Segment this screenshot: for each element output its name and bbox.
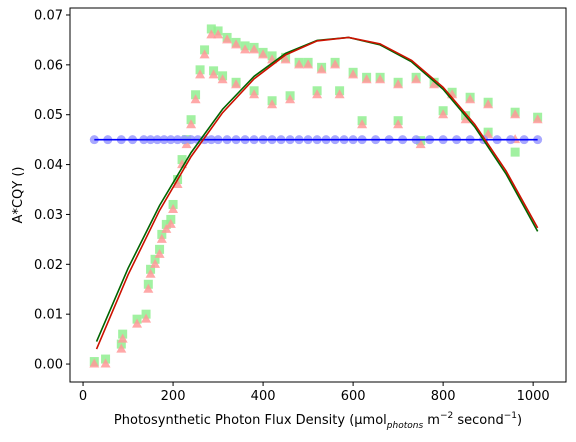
- triangle-point: [312, 89, 323, 99]
- y-tick-label: 0.01: [34, 308, 63, 323]
- y-tick-label: 0.02: [34, 258, 63, 273]
- triangle-point: [161, 223, 172, 233]
- triangle-point: [330, 59, 341, 69]
- triangle-point: [231, 79, 242, 89]
- triangle-point: [231, 39, 242, 49]
- triangle-point: [303, 59, 314, 69]
- x-label-part: Photosynthetic Photon Flux Density (μmol: [114, 413, 387, 428]
- triangle-point: [465, 94, 476, 104]
- triangle-point: [532, 114, 543, 124]
- triangle-point: [89, 358, 100, 368]
- fit-line: [95, 36, 539, 350]
- y-tick-label: 0.04: [34, 158, 63, 173]
- triangle-point: [415, 139, 426, 149]
- triangle-point: [249, 89, 260, 99]
- x-label-part: m: [423, 413, 440, 428]
- plot-area: [89, 24, 543, 368]
- triangle-point: [213, 29, 224, 39]
- y-tick-label: 0.07: [34, 8, 63, 23]
- triangle-point: [393, 79, 404, 89]
- triangle-point: [195, 69, 206, 79]
- triangle-point: [100, 358, 111, 368]
- triangle-point: [117, 333, 128, 343]
- triangle-point: [429, 79, 440, 89]
- triangle-point: [132, 318, 143, 328]
- square-point: [510, 147, 520, 157]
- axes-frame: [69, 7, 567, 383]
- triangle-point: [143, 283, 154, 293]
- triangle-point: [222, 34, 233, 44]
- triangle-point: [168, 203, 179, 213]
- triangle-point: [172, 179, 183, 189]
- triangle-point: [145, 268, 156, 278]
- x-label-part: second: [453, 413, 504, 428]
- triangle-point: [240, 44, 251, 54]
- triangle-point: [316, 64, 327, 74]
- x-tick-label: 1000: [517, 389, 550, 404]
- y-tick-label: 0.06: [34, 58, 63, 73]
- triangle-point: [154, 248, 165, 258]
- triangle-point: [208, 69, 219, 79]
- x-label-part: ): [517, 413, 522, 428]
- triangle-point: [177, 159, 188, 169]
- y-tick-label: 0.03: [34, 208, 63, 223]
- triangle-point: [186, 119, 197, 129]
- triangle-point: [116, 343, 127, 353]
- series: [89, 29, 543, 368]
- triangle-point: [393, 119, 404, 129]
- triangle-point: [438, 109, 449, 119]
- x-axis-label: Photosynthetic Photon Flux Density (μmol…: [114, 411, 522, 431]
- x-label-sup: −2: [440, 411, 453, 421]
- x-tick-label: 0: [79, 389, 87, 404]
- triangle-point: [150, 258, 161, 268]
- triangle-point: [206, 29, 217, 39]
- triangle-point: [165, 218, 176, 228]
- fit-line: [95, 36, 539, 342]
- triangle-point: [483, 99, 494, 109]
- triangle-point: [357, 119, 368, 129]
- x-tick-label: 800: [431, 389, 456, 404]
- y-tick-label: 0.00: [34, 358, 63, 373]
- series: [95, 36, 539, 350]
- triangle-point: [190, 94, 201, 104]
- triangle-point: [258, 49, 269, 59]
- x-label-sup: −1: [504, 411, 517, 421]
- x-tick-label: 600: [341, 389, 366, 404]
- triangle-point: [285, 94, 296, 104]
- triangle-point: [294, 59, 305, 69]
- triangle-point: [199, 49, 210, 59]
- triangle-point: [348, 69, 359, 79]
- triangle-point: [267, 99, 278, 109]
- triangle-point: [141, 313, 152, 323]
- triangle-point: [249, 44, 260, 54]
- x-tick-label: 400: [251, 389, 276, 404]
- triangle-point: [361, 74, 372, 84]
- series: [89, 24, 543, 367]
- square-point: [206, 24, 216, 34]
- triangle-point: [217, 74, 228, 84]
- triangle-point: [411, 74, 422, 84]
- triangle-point: [181, 139, 192, 149]
- triangle-point: [460, 114, 471, 124]
- x-label-sub: photons: [386, 421, 424, 431]
- x-tick-label: 200: [161, 389, 186, 404]
- triangle-point: [156, 233, 167, 243]
- triangle-point: [280, 54, 291, 64]
- triangle-point: [510, 109, 521, 119]
- triangle-point: [375, 74, 386, 84]
- series: [95, 36, 539, 342]
- y-tick-label: 0.05: [34, 108, 63, 123]
- triangle-point: [334, 89, 345, 99]
- y-axis-label: A*CQY (): [11, 167, 26, 224]
